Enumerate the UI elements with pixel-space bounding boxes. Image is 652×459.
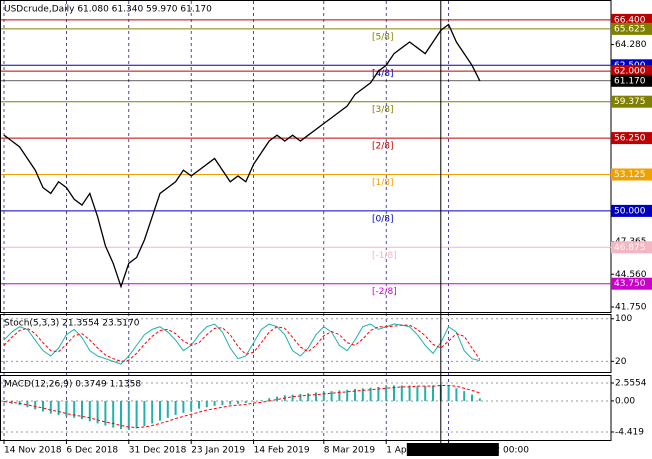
x-tick-label: 23 Jan 2019	[191, 446, 245, 456]
level-label: 65.625	[614, 24, 646, 34]
y-tick-label: 0.00	[615, 396, 635, 406]
x-tick-label: 14 Feb 2019	[254, 446, 310, 456]
panel-title: Stoch(5,3,3) 21.3554 23.5170	[4, 319, 140, 329]
level-tag: [5/8]	[372, 32, 394, 42]
level-label-bg	[611, 168, 652, 181]
level-label-bg	[611, 241, 652, 254]
x-tick-label: 8 Mar 2019	[324, 446, 376, 456]
level-label: 46.875	[614, 243, 646, 253]
y-tick-label: 100	[615, 314, 632, 324]
level-label: 66.400	[614, 15, 646, 25]
crosshair-label-bg	[406, 443, 499, 456]
level-label: 62.000	[614, 67, 646, 77]
indicator-line	[3, 324, 481, 362]
level-label-bg	[611, 22, 652, 35]
level-tag: [3/8]	[372, 105, 394, 115]
level-label-bg	[611, 95, 652, 108]
panel-title: USDcrude,Daily 61.080 61.340 59.970 61.1…	[4, 5, 212, 15]
level-label: 59.375	[614, 97, 646, 107]
level-tag: [1/8]	[372, 178, 394, 188]
level-label-bg	[611, 204, 652, 217]
indicator-line	[3, 384, 480, 429]
y-tick-label: 41.750	[615, 302, 647, 312]
level-label-bg	[611, 277, 652, 290]
panel-title: MACD(12,26,9) 0.3749 1.1358	[4, 380, 141, 390]
price-label: 61.170	[614, 76, 646, 86]
level-label-bg	[611, 65, 652, 78]
panel-frame	[0, 314, 612, 373]
x-tick-label: 14 Nov 2018	[4, 446, 62, 456]
level-label: 56.250	[614, 134, 646, 144]
level-label: 50.000	[614, 206, 646, 216]
level-tag: [-1/8]	[372, 251, 397, 261]
y-tick-label: -4.419	[615, 427, 644, 437]
price-line	[3, 23, 481, 289]
level-tag: [-2/8]	[372, 287, 397, 297]
panel-frame	[0, 0, 612, 313]
level-label: 43.750	[614, 279, 646, 289]
x-tick-label: 6 Dec 2018	[66, 446, 118, 456]
level-tag: [0/8]	[372, 214, 394, 224]
y-tick-label: 20	[615, 357, 627, 367]
y-tick-label: 2.5554	[615, 378, 647, 388]
x-tick-label: 31 Dec 2018	[129, 446, 187, 456]
level-tag: [2/8]	[372, 142, 394, 152]
y-tick-label: 64.280	[615, 40, 647, 50]
price-label-bg	[611, 74, 652, 87]
level-tag: [4/8]	[372, 69, 394, 79]
level-label-bg	[611, 132, 652, 145]
level-label-bg	[611, 13, 652, 26]
panel-frame	[0, 375, 612, 441]
level-label: 53.125	[614, 170, 646, 180]
y-tick-label: 44.560	[615, 270, 647, 280]
